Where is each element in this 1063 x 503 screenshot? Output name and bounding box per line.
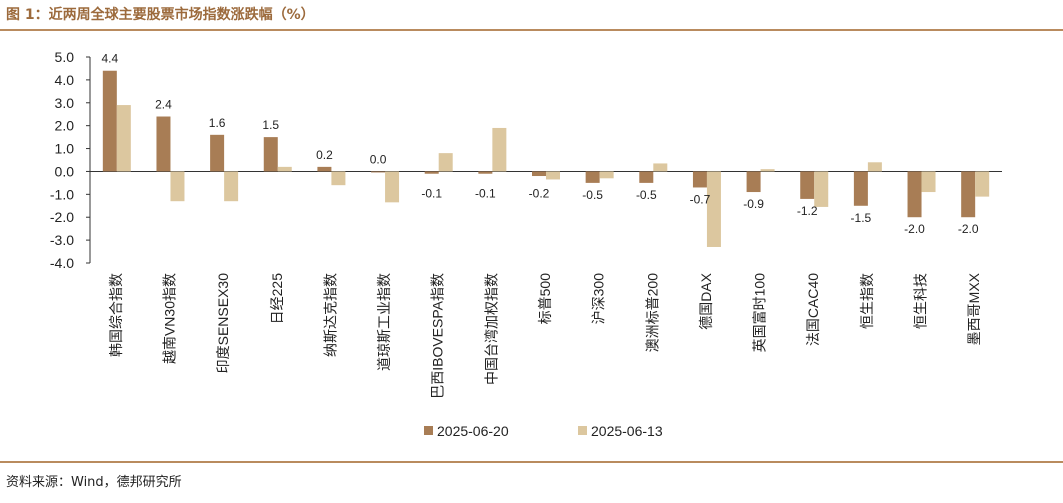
y-tick-label: 2.0 <box>55 118 75 134</box>
bar-series-1 <box>639 171 654 183</box>
x-category-label: 巴西IBOVESPA指数 <box>430 273 446 399</box>
bar-series-2 <box>814 171 829 207</box>
x-category-label: 澳洲标普200 <box>644 273 660 353</box>
data-label: 4.4 <box>101 52 118 66</box>
y-tick-label: 4.0 <box>55 72 75 88</box>
x-category-label: 英国富时100 <box>752 273 768 353</box>
bar-series-1 <box>746 171 761 193</box>
bar-series-1 <box>210 134 225 172</box>
data-label: -2.0 <box>904 222 925 236</box>
bar-series-1 <box>585 171 600 183</box>
data-label: 0.0 <box>370 152 387 166</box>
bar-series-1 <box>371 171 386 173</box>
bar-series-1 <box>961 171 976 218</box>
x-category-label: 印度SENSEX30 <box>215 273 231 374</box>
x-category-label: 纳斯达克指数 <box>322 273 338 357</box>
data-label: -1.2 <box>797 204 818 218</box>
y-tick-label: 0.0 <box>55 163 75 179</box>
y-tick-label: -2.0 <box>50 209 74 225</box>
top-rule <box>0 29 1063 31</box>
data-label: 0.2 <box>316 148 333 162</box>
bar-series-1 <box>156 116 171 172</box>
data-label: -0.1 <box>475 186 496 200</box>
bars <box>102 70 990 247</box>
x-category-label: 恒生科技 <box>913 273 929 329</box>
bar-series-2 <box>331 171 346 186</box>
bar-series-2 <box>921 171 936 193</box>
data-label: 1.5 <box>262 118 279 132</box>
legend-label-series-1: 2025-06-20 <box>437 423 509 439</box>
y-tick-label: -4.0 <box>50 255 74 271</box>
data-label: -0.9 <box>743 197 764 211</box>
bar-series-2 <box>277 166 292 172</box>
x-category-label: 韩国综合指数 <box>108 273 124 357</box>
x-category-label: 墨西哥MXX <box>966 272 982 345</box>
legend-swatch-series-1 <box>424 426 433 435</box>
bar-series-2 <box>438 153 453 172</box>
bar-series-1 <box>532 171 546 177</box>
bar-series-2 <box>116 105 131 172</box>
x-category-label: 越南VN30指数 <box>161 273 177 364</box>
bar-series-1 <box>424 171 439 174</box>
x-category-label: 恒生指数 <box>859 273 875 329</box>
data-label: -0.1 <box>421 186 442 200</box>
bar-series-1 <box>263 137 278 172</box>
bar-series-1 <box>853 171 868 206</box>
legend: 2025-06-20 2025-06-13 <box>424 423 663 439</box>
x-category-label: 日经225 <box>269 273 285 325</box>
legend-swatch-series-2 <box>578 426 587 435</box>
bottom-rule <box>0 461 1063 463</box>
data-label: -0.5 <box>636 188 657 202</box>
data-label: -2.0 <box>958 222 979 236</box>
bar-series-2 <box>546 171 560 180</box>
data-label: -0.2 <box>529 186 550 200</box>
bar-series-1 <box>317 166 332 172</box>
bar-series-1 <box>800 171 815 199</box>
bar-series-2 <box>599 171 614 179</box>
chart-title: 图 1：近两周全球主要股票市场指数涨跌幅（%） <box>6 7 315 23</box>
data-label: -1.5 <box>851 211 872 225</box>
y-axis: 5.0 4.0 3.0 2.0 1.0 0.0 -1.0 -2.0 -3.0 -4.0 <box>50 49 1002 271</box>
x-axis-labels: 韩国综合指数 越南VN30指数 印度SENSEX30 日经225 纳斯达克指数 道琼斯工业… <box>108 272 982 398</box>
bar-series-2 <box>760 169 775 172</box>
bar-series-1 <box>102 70 117 172</box>
y-tick-label: 3.0 <box>55 95 75 111</box>
bar-series-1 <box>692 171 707 188</box>
data-labels: 4.4 2.4 1.6 1.5 0.2 0.0 -0.1 -0.1 -0.2 -0.5 -0.5 -0… <box>101 52 978 236</box>
bar-series-2 <box>224 171 239 202</box>
data-label: -0.5 <box>582 188 603 202</box>
bar-chart: 5.0 4.0 3.0 2.0 1.0 0.0 -1.0 -2.0 -3.0 -4.0 4.4 2.… <box>50 49 1002 439</box>
bar-series-2 <box>385 171 400 203</box>
y-tick-label: -1.0 <box>50 186 74 202</box>
bar-series-2 <box>653 163 668 172</box>
x-category-label: 法国CAC40 <box>805 273 821 346</box>
x-category-label: 道琼斯工业指数 <box>376 273 392 371</box>
y-tick-label: 1.0 <box>55 141 75 157</box>
bar-series-2 <box>867 162 882 172</box>
bar-series-2 <box>170 171 185 202</box>
data-label: 2.4 <box>155 98 172 112</box>
x-category-label: 德国DAX <box>698 272 714 329</box>
bar-series-1 <box>907 171 922 218</box>
data-label: -0.7 <box>690 192 711 206</box>
source-note: 资料来源：Wind，德邦研究所 <box>6 475 182 490</box>
y-tick-label: 5.0 <box>55 49 75 65</box>
bar-series-2 <box>975 171 990 197</box>
bar-series-1 <box>478 171 493 174</box>
y-tick-label: -3.0 <box>50 232 74 248</box>
bar-series-2 <box>706 171 721 247</box>
data-label: 1.6 <box>209 116 226 130</box>
bar-series-2 <box>492 127 507 172</box>
x-category-label: 标普500 <box>537 273 553 325</box>
legend-label-series-2: 2025-06-13 <box>591 423 663 439</box>
x-category-label: 中国台湾加权指数 <box>483 273 499 385</box>
x-category-label: 沪深300 <box>591 273 607 325</box>
